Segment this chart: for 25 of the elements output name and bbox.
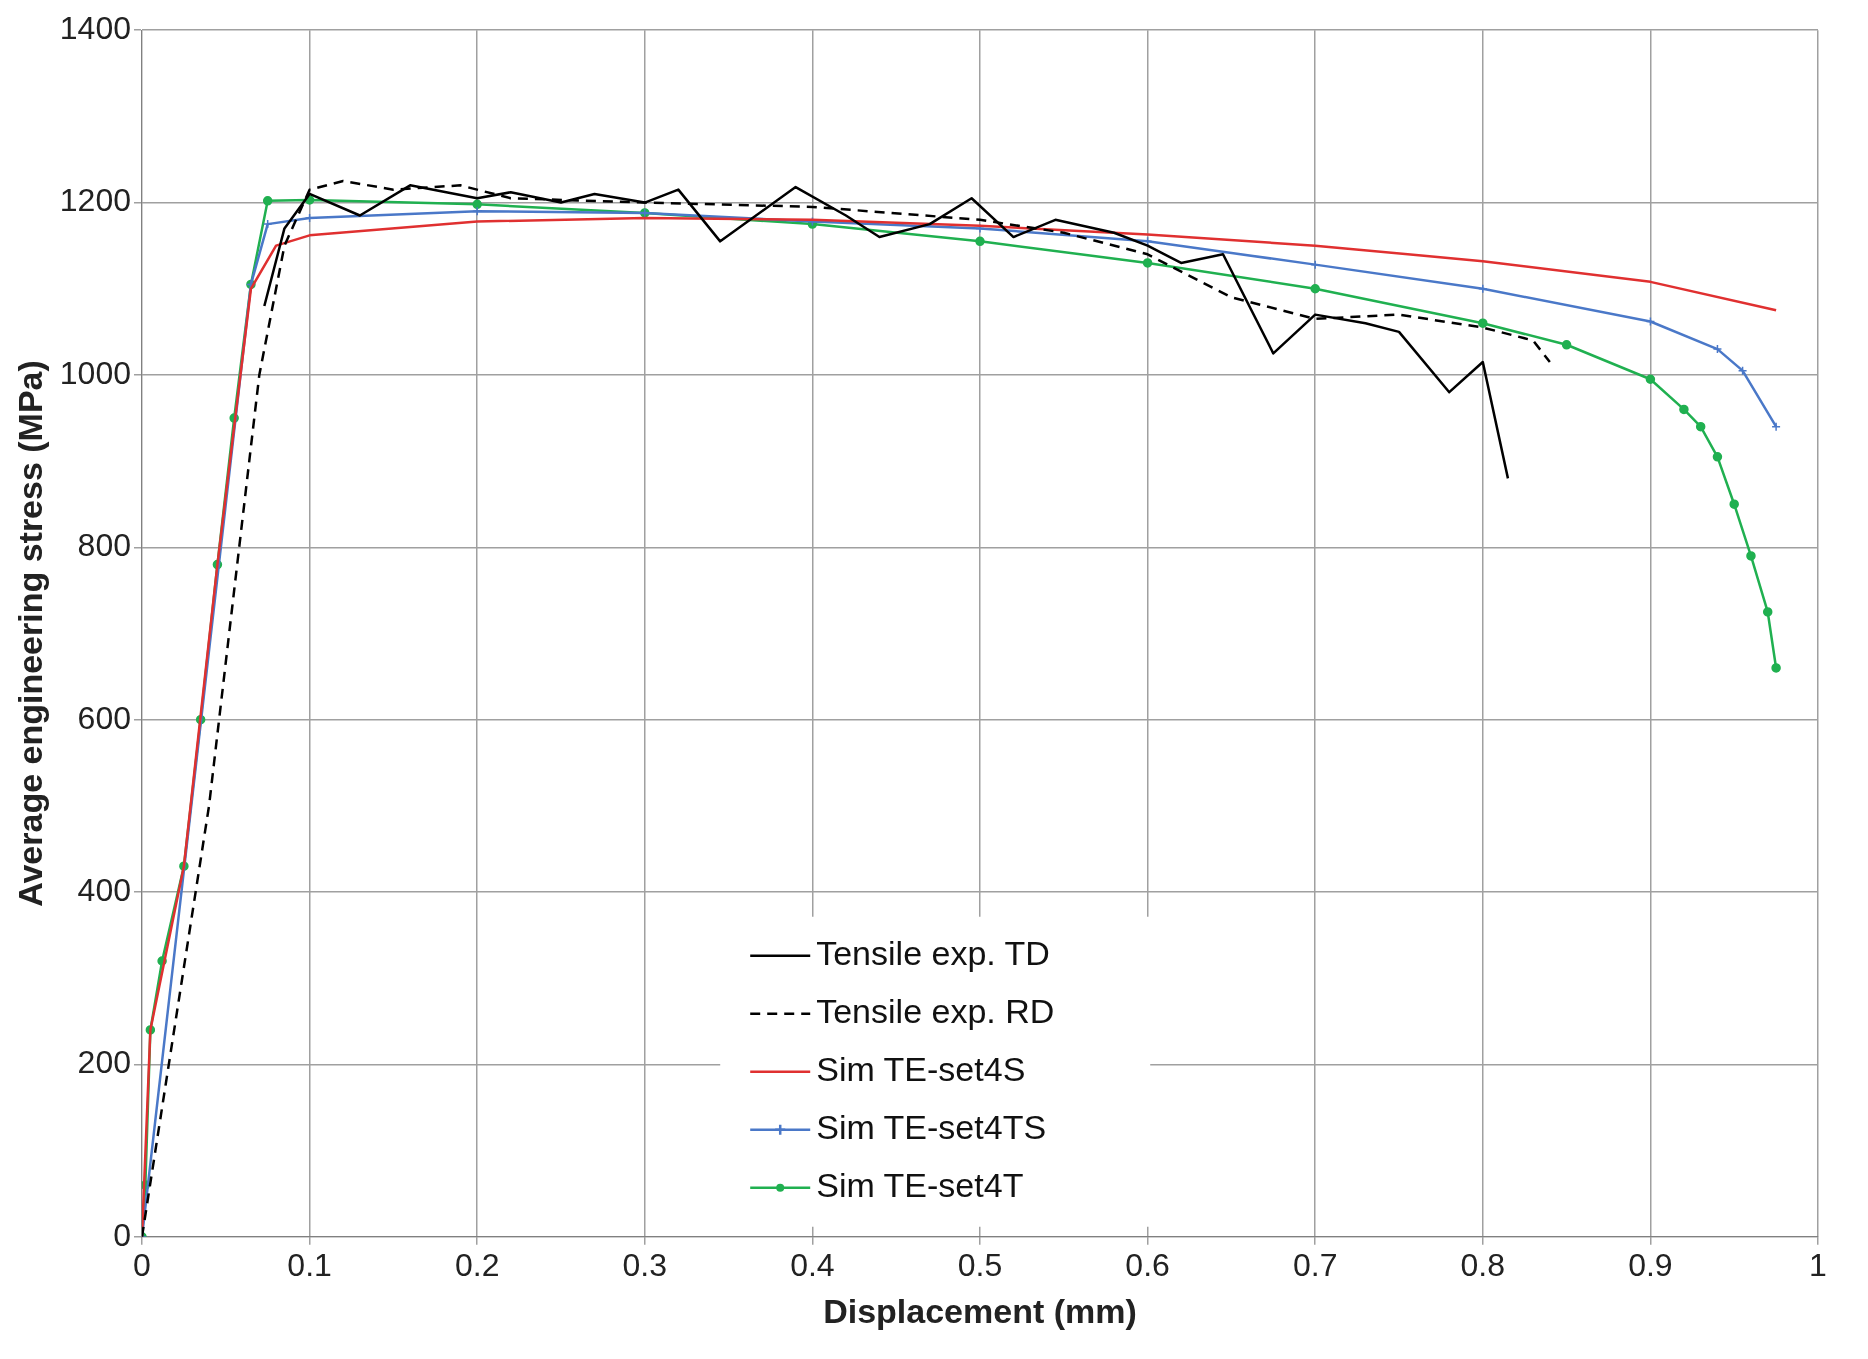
legend-label: Sim TE-set4T bbox=[816, 1166, 1024, 1205]
legend-label: Sim TE-set4TS bbox=[816, 1108, 1047, 1147]
y-tick-label: 0 bbox=[113, 1216, 131, 1253]
x-tick-label: 0.1 bbox=[287, 1246, 332, 1283]
y-tick-label: 1200 bbox=[59, 182, 131, 219]
x-tick-label: 1 bbox=[1809, 1246, 1827, 1283]
x-tick-label: 0.3 bbox=[622, 1246, 668, 1283]
x-tick-label: 0.2 bbox=[454, 1246, 500, 1283]
x-tick-label: 0.5 bbox=[957, 1246, 1003, 1283]
y-tick-label: 800 bbox=[77, 527, 131, 564]
x-tick-label: 0.8 bbox=[1460, 1246, 1506, 1283]
legend-label: Tensile exp. RD bbox=[816, 992, 1055, 1031]
x-axis-title: Displacement (mm) bbox=[823, 1291, 1137, 1330]
y-tick-label: 1400 bbox=[59, 10, 131, 47]
x-tick-label: 0.6 bbox=[1125, 1246, 1170, 1283]
x-tick-label: 0.9 bbox=[1628, 1246, 1673, 1283]
legend-label: Tensile exp. TD bbox=[816, 934, 1050, 973]
legend-label: Sim TE-set4S bbox=[816, 1050, 1026, 1089]
y-tick-label: 600 bbox=[77, 699, 131, 736]
y-tick-label: 400 bbox=[77, 871, 131, 908]
y-axis-title: Average engineering stress (MPa) bbox=[10, 360, 49, 907]
x-tick-label: 0.7 bbox=[1292, 1246, 1338, 1283]
y-tick-label: 200 bbox=[77, 1044, 131, 1081]
y-tick-label: 1000 bbox=[59, 354, 131, 391]
x-tick-label: 0.4 bbox=[790, 1246, 835, 1283]
